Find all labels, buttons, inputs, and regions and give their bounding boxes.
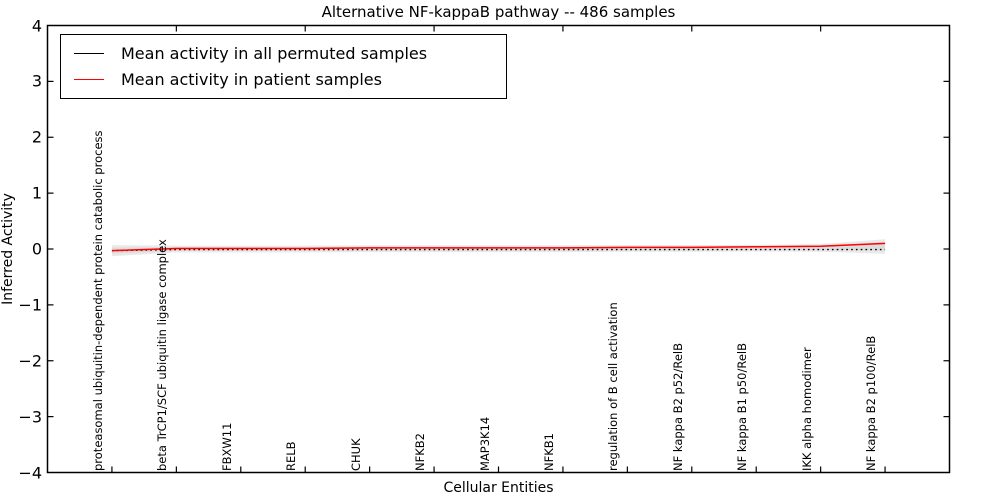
legend-line-sample-black — [74, 53, 104, 54]
y-axis-label: Inferred Activity — [0, 193, 16, 305]
legend-line-sample-red — [74, 79, 104, 80]
y-tick-label: 2 — [31, 127, 42, 147]
legend-box: Mean activity in all permuted samples Me… — [60, 34, 507, 99]
x-tick-label: regulation of B cell activation — [606, 301, 621, 471]
x-tick-label: NF kappa B2 p100/RelB — [864, 335, 879, 471]
y-tick-label: 1 — [31, 183, 42, 203]
legend-entry-patient: Mean activity in patient samples — [74, 70, 506, 89]
y-tick-label: −1 — [18, 295, 42, 315]
y-tick-label: −3 — [18, 407, 42, 427]
x-tick-label: CHUK — [348, 437, 363, 471]
x-tick-label: proteasomal ubiquitin-dependent protein … — [90, 129, 105, 471]
x-tick-label: RELB — [284, 440, 299, 471]
chart-title: Alternative NF-kappaB pathway -- 486 sam… — [321, 3, 676, 21]
x-tick-label: NFKB2 — [413, 432, 428, 471]
x-tick-label: beta TrCP1/SCF ubiquitin ligase complex — [155, 238, 170, 471]
x-tick-label: NF kappa B2 p52/RelB — [670, 342, 685, 471]
legend-entry-permuted: Mean activity in all permuted samples — [74, 44, 506, 63]
x-tick-label: NFKB1 — [541, 432, 556, 471]
y-tick-label: 3 — [31, 71, 42, 91]
y-tick-label: −4 — [18, 463, 42, 482]
y-tick-label: 0 — [31, 239, 42, 259]
x-tick-label: FBXW11 — [219, 422, 234, 471]
legend-label: Mean activity in all permuted samples — [121, 44, 428, 63]
x-tick-label: IKK alpha homodimer — [799, 346, 814, 471]
y-tick-label: 4 — [31, 16, 42, 35]
x-axis-label: Cellular Entities — [443, 480, 554, 496]
legend-label: Mean activity in patient samples — [121, 70, 382, 89]
x-tick-label: MAP3K14 — [477, 416, 492, 471]
x-tick-label: NF kappa B1 p50/RelB — [735, 342, 750, 471]
y-tick-label: −2 — [18, 351, 42, 371]
